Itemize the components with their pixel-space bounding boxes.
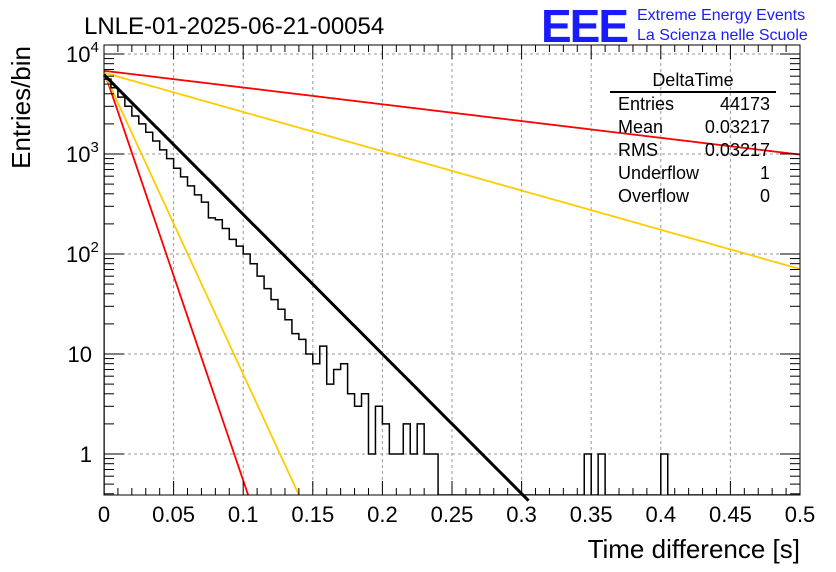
- x-tick-label: 0.25: [431, 502, 474, 527]
- y-tick-label: 104: [66, 39, 99, 67]
- stats-row-value: 0.03217: [705, 140, 770, 160]
- x-tick-label: 0.2: [367, 502, 398, 527]
- y-axis-title: Entries/bin: [6, 46, 36, 169]
- stats-row: Mean 0.03217: [618, 117, 770, 137]
- x-tick-labels: 0 0.05 0.1 0.15 0.2 0.25 0.3 0.35 0.4 0.45 0.5: [98, 502, 815, 527]
- x-tick-label: 0.1: [228, 502, 259, 527]
- fit-curve: [104, 71, 800, 270]
- fit-curve: [104, 70, 250, 495]
- stats-row: Overflow 0: [618, 186, 770, 206]
- x-tick-label: 0.05: [152, 502, 195, 527]
- fit-curve: [104, 69, 800, 156]
- x-tick-label: 0.3: [506, 502, 537, 527]
- data-series: [102, 69, 800, 502]
- eee-logo: EEE Extreme Energy Events La Scienza nel…: [541, 0, 808, 52]
- stats-row-label: RMS: [618, 140, 658, 160]
- stats-box: DeltaTime Entries 44173 Mean 0.03217 RMS…: [610, 70, 776, 206]
- fit-curves: [104, 69, 800, 495]
- eee-logo-line2: La Scienza nelle Scuole: [637, 27, 808, 44]
- stats-row-value: 0.03217: [705, 117, 770, 137]
- x-tick-label: 0.45: [709, 502, 752, 527]
- histogram-outline: [104, 78, 800, 495]
- eee-logo-line1: Extreme Energy Events: [637, 7, 805, 24]
- x-tick-label: 0.5: [785, 502, 816, 527]
- x-tick-label: 0.15: [291, 502, 334, 527]
- fit-curve: [102, 73, 530, 502]
- y-tick-label: 103: [66, 139, 99, 167]
- stats-row: RMS 0.03217: [618, 140, 770, 160]
- stats-row-value: 44173: [720, 94, 770, 114]
- eee-logo-mark: EEE: [541, 0, 627, 52]
- stats-box-title: DeltaTime: [652, 70, 733, 90]
- y-tick-label: 1: [80, 442, 92, 467]
- stats-row: Underflow 1: [618, 163, 770, 183]
- x-axis-title: Time difference [s]: [588, 534, 800, 564]
- stats-row-value: 0: [760, 186, 770, 206]
- stats-row-label: Mean: [618, 117, 663, 137]
- stats-row-label: Underflow: [618, 163, 700, 183]
- x-tick-label: 0: [98, 502, 110, 527]
- stats-row-value: 1: [760, 163, 770, 183]
- stats-row-label: Entries: [618, 94, 674, 114]
- fit-curve: [104, 72, 300, 495]
- x-tick-label: 0.4: [646, 502, 677, 527]
- y-tick-label: 102: [66, 239, 99, 267]
- x-tick-label: 0.35: [570, 502, 613, 527]
- axis-ticks: [103, 45, 801, 495]
- y-tick-labels: 1 10 102 103 104: [66, 39, 99, 467]
- y-tick-label: 10: [68, 342, 92, 367]
- stats-row-label: Overflow: [618, 186, 690, 206]
- stats-row: Entries 44173: [618, 94, 770, 114]
- run-title: LNLE-01-2025-06-21-00054: [84, 13, 384, 40]
